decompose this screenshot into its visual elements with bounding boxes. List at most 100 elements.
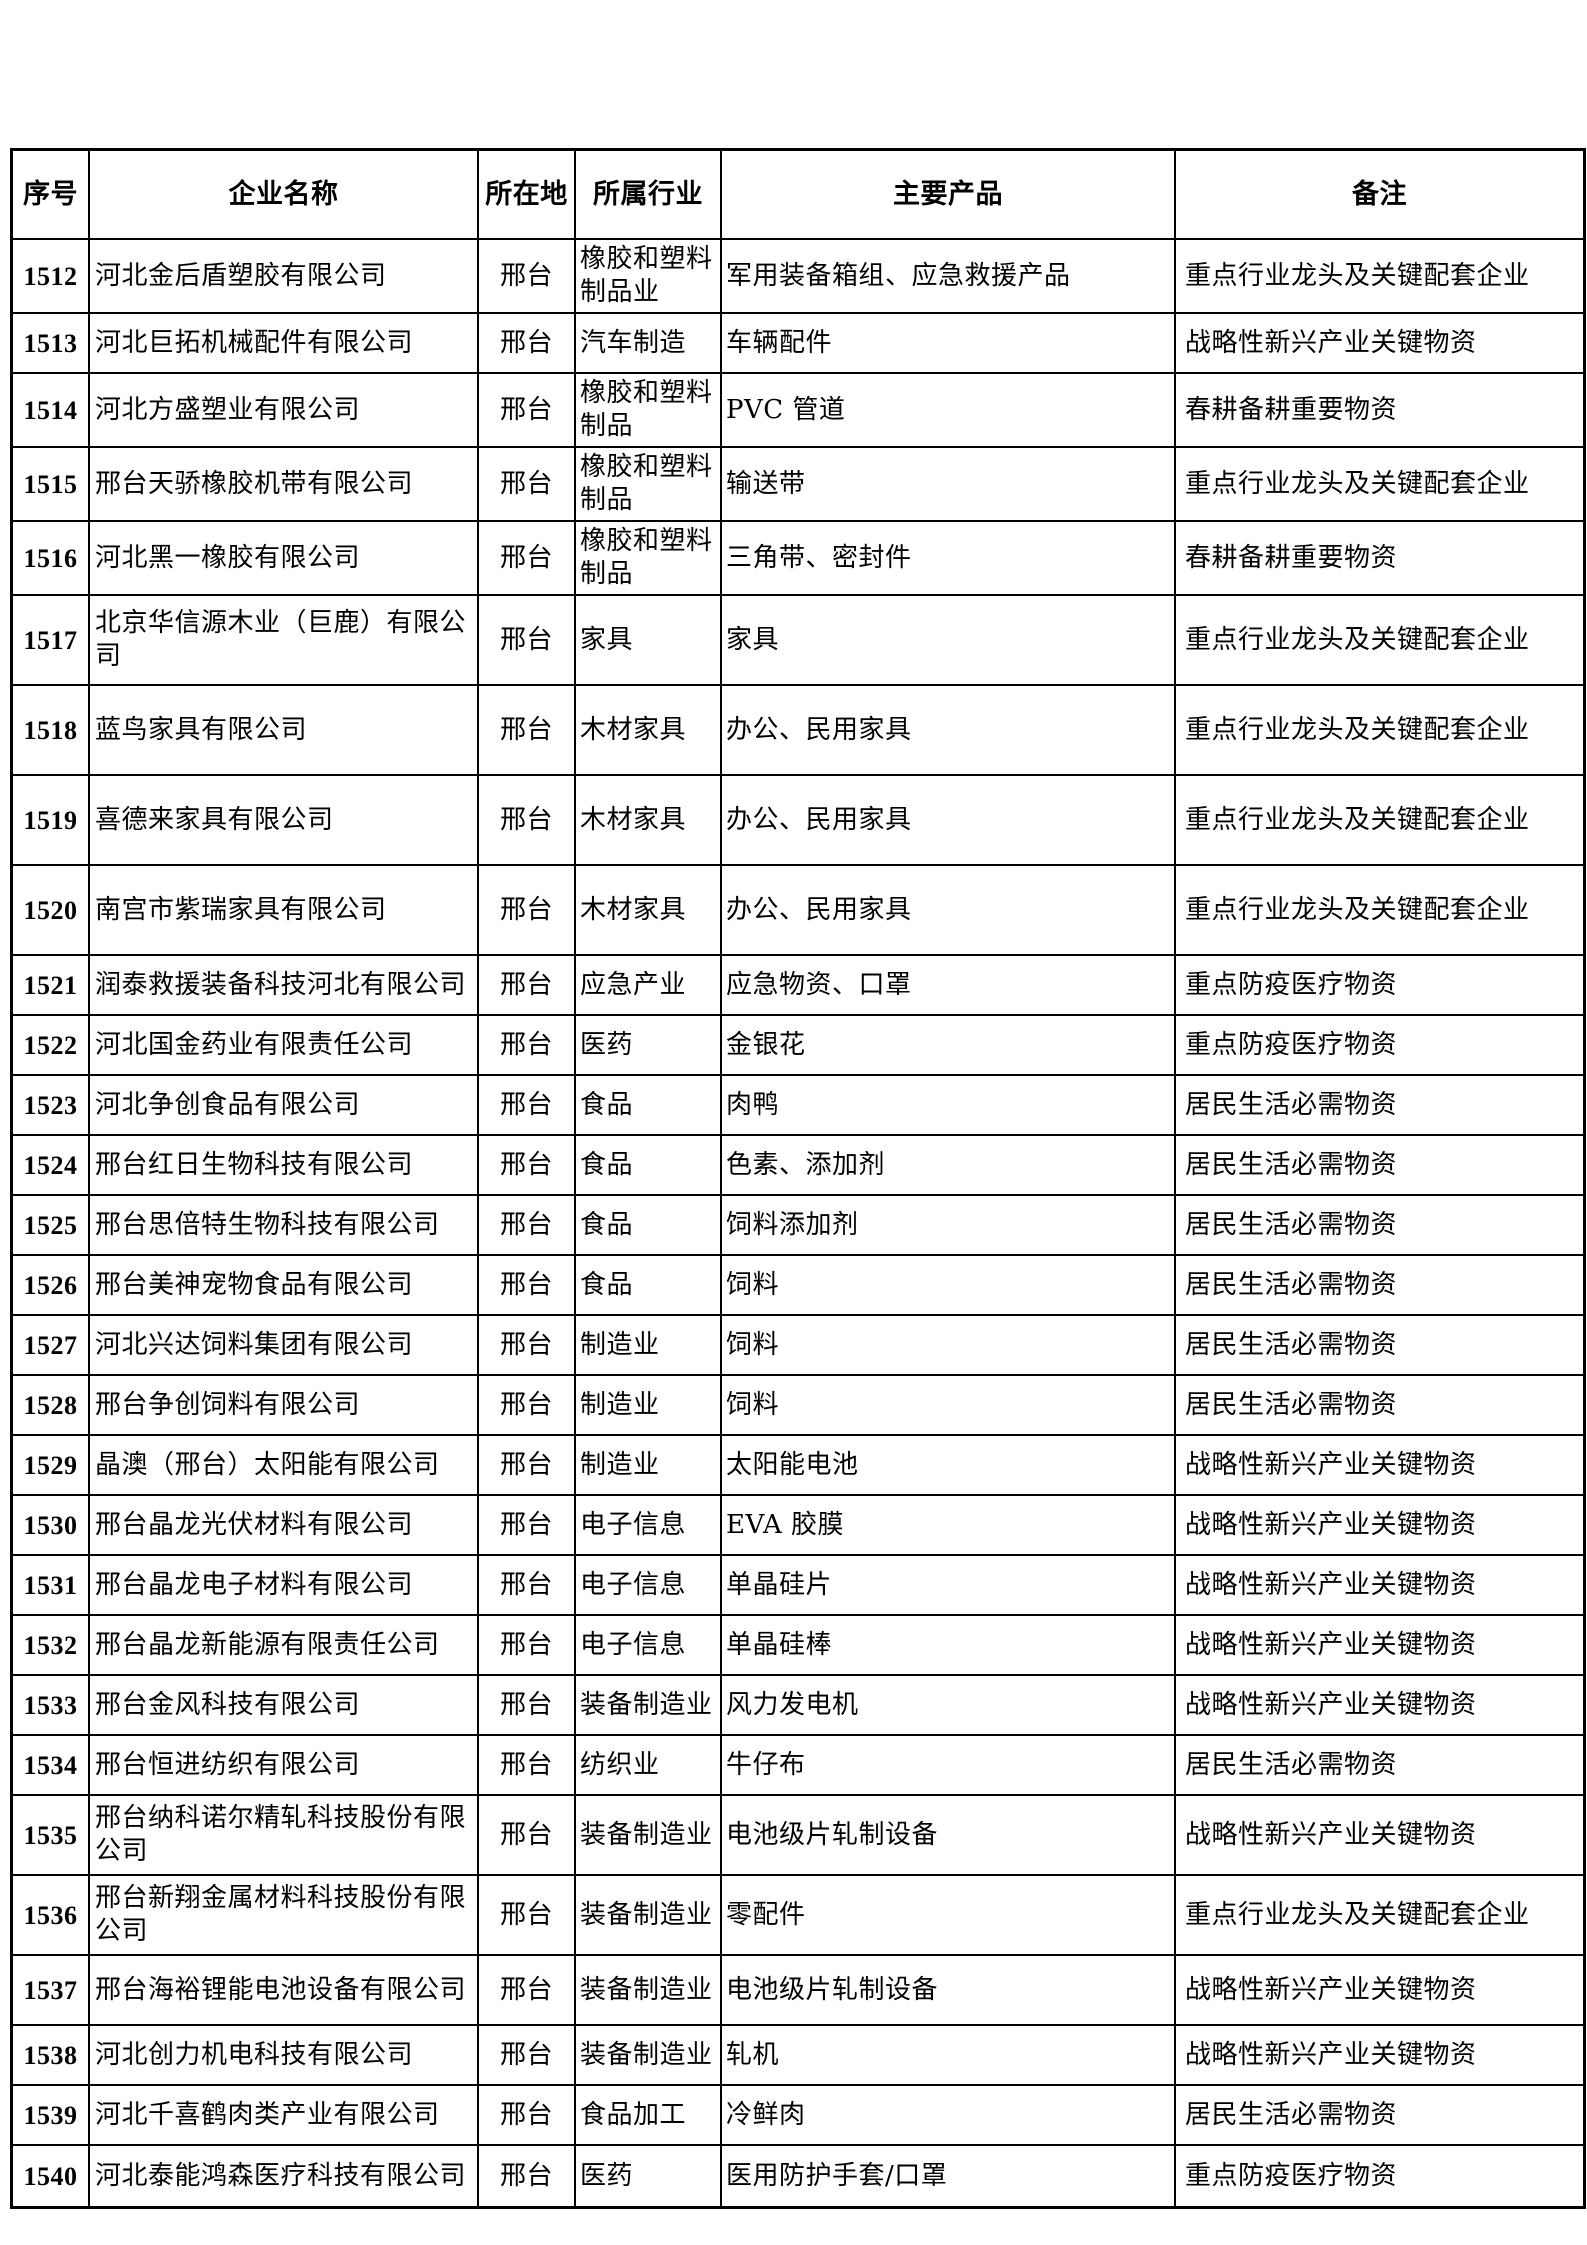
row-location-cell: 邢台 [479, 1736, 576, 1796]
row-company-cell: 南宫市紫瑞家具有限公司 [90, 866, 479, 956]
row-location-cell: 邢台 [479, 314, 576, 374]
row-seq-cell: 1540 [13, 2146, 90, 2206]
row-remark-cell: 战略性新兴产业关键物资 [1176, 1956, 1583, 2026]
row-remark-cell: 居民生活必需物资 [1176, 1316, 1583, 1376]
row-remark-cell: 重点行业龙头及关键配套企业 [1176, 776, 1583, 866]
row-remark-cell: 重点行业龙头及关键配套企业 [1176, 448, 1583, 522]
row-products-cell: 金银花 [722, 1016, 1176, 1076]
table-row: 1523 河北争创食品有限公司 邢台 食品 肉鸭 居民生活必需物资 [13, 1076, 1583, 1136]
row-company-cell: 河北国金药业有限责任公司 [90, 1016, 479, 1076]
row-company-cell: 邢台海裕锂能电池设备有限公司 [90, 1956, 479, 2026]
row-industry-cell: 食品加工 [576, 2086, 722, 2146]
table-row: 1539 河北千喜鹤肉类产业有限公司 邢台 食品加工 冷鲜肉 居民生活必需物资 [13, 2086, 1583, 2146]
row-location-cell: 邢台 [479, 596, 576, 686]
row-remark-cell: 居民生活必需物资 [1176, 1196, 1583, 1256]
table-row: 1529 晶澳（邢台）太阳能有限公司 邢台 制造业 太阳能电池 战略性新兴产业关键物资 [13, 1436, 1583, 1496]
row-company-cell: 邢台争创饲料有限公司 [90, 1376, 479, 1436]
row-industry-cell: 装备制造业 [576, 2026, 722, 2086]
row-seq-cell: 1515 [13, 448, 90, 522]
row-company-cell: 河北创力机电科技有限公司 [90, 2026, 479, 2086]
row-remark-cell: 居民生活必需物资 [1176, 1256, 1583, 1316]
row-industry-cell: 木材家具 [576, 866, 722, 956]
row-products-cell: 肉鸭 [722, 1076, 1176, 1136]
row-location-cell: 邢台 [479, 240, 576, 314]
row-location-cell: 邢台 [479, 1016, 576, 1076]
row-company-cell: 邢台新翔金属材料科技股份有限公司 [90, 1876, 479, 1956]
row-company-cell: 邢台晶龙电子材料有限公司 [90, 1556, 479, 1616]
row-industry-cell: 装备制造业 [576, 1876, 722, 1956]
row-location-cell: 邢台 [479, 1436, 576, 1496]
row-location-cell: 邢台 [479, 776, 576, 866]
row-seq-cell: 1528 [13, 1376, 90, 1436]
row-products-cell: 车辆配件 [722, 314, 1176, 374]
row-remark-cell: 战略性新兴产业关键物资 [1176, 1616, 1583, 1676]
row-products-cell: 军用装备箱组、应急救援产品 [722, 240, 1176, 314]
row-seq-cell: 1520 [13, 866, 90, 956]
row-industry-cell: 电子信息 [576, 1616, 722, 1676]
row-remark-cell: 重点行业龙头及关键配套企业 [1176, 1876, 1583, 1956]
row-seq-cell: 1523 [13, 1076, 90, 1136]
row-location-cell: 邢台 [479, 956, 576, 1016]
row-seq-cell: 1513 [13, 314, 90, 374]
row-company-cell: 邢台思倍特生物科技有限公司 [90, 1196, 479, 1256]
column-header-seq: 序号 [13, 151, 90, 240]
row-location-cell: 邢台 [479, 2146, 576, 2206]
row-seq-cell: 1524 [13, 1136, 90, 1196]
row-remark-cell: 战略性新兴产业关键物资 [1176, 2026, 1583, 2086]
row-industry-cell: 橡胶和塑料制品 [576, 448, 722, 522]
table-row: 1536 邢台新翔金属材料科技股份有限公司 邢台 装备制造业 零配件 重点行业龙头及关键配… [13, 1876, 1583, 1956]
row-products-cell: 太阳能电池 [722, 1436, 1176, 1496]
row-industry-cell: 装备制造业 [576, 1676, 722, 1736]
row-seq-cell: 1536 [13, 1876, 90, 1956]
row-industry-cell: 电子信息 [576, 1556, 722, 1616]
column-header-company: 企业名称 [90, 151, 479, 240]
row-location-cell: 邢台 [479, 1796, 576, 1876]
row-location-cell: 邢台 [479, 1316, 576, 1376]
enterprise-list-table: 序号 企业名称 所在地 所属行业 主要产品 备注 1512 河北金后盾塑胶有限公司… [10, 148, 1586, 2209]
row-company-cell: 邢台晶龙光伏材料有限公司 [90, 1496, 479, 1556]
row-remark-cell: 战略性新兴产业关键物资 [1176, 1496, 1583, 1556]
row-products-cell: 单晶硅片 [722, 1556, 1176, 1616]
row-location-cell: 邢台 [479, 1676, 576, 1736]
table-body: 1512 河北金后盾塑胶有限公司 邢台 橡胶和塑料制品业 军用装备箱组、应急救援产品 重点… [13, 240, 1583, 2206]
table-row: 1514 河北方盛塑业有限公司 邢台 橡胶和塑料制品 PVC 管道 春耕备耕重要物资 [13, 374, 1583, 448]
row-seq-cell: 1531 [13, 1556, 90, 1616]
row-products-cell: 电池级片轧制设备 [722, 1796, 1176, 1876]
row-location-cell: 邢台 [479, 686, 576, 776]
table-row: 1516 河北黑一橡胶有限公司 邢台 橡胶和塑料制品 三角带、密封件 春耕备耕重要物资 [13, 522, 1583, 596]
column-header-industry: 所属行业 [576, 151, 722, 240]
row-products-cell: 牛仔布 [722, 1736, 1176, 1796]
row-remark-cell: 战略性新兴产业关键物资 [1176, 314, 1583, 374]
row-remark-cell: 居民生活必需物资 [1176, 1076, 1583, 1136]
row-products-cell: 零配件 [722, 1876, 1176, 1956]
row-products-cell: 色素、添加剂 [722, 1136, 1176, 1196]
row-location-cell: 邢台 [479, 374, 576, 448]
row-seq-cell: 1530 [13, 1496, 90, 1556]
table-row: 1533 邢台金风科技有限公司 邢台 装备制造业 风力发电机 战略性新兴产业关键物资 [13, 1676, 1583, 1736]
row-company-cell: 河北巨拓机械配件有限公司 [90, 314, 479, 374]
table-row: 1537 邢台海裕锂能电池设备有限公司 邢台 装备制造业 电池级片轧制设备 战略性新兴产业… [13, 1956, 1583, 2026]
row-products-cell: 办公、民用家具 [722, 866, 1176, 956]
table-row: 1535 邢台纳科诺尔精轧科技股份有限公司 邢台 装备制造业 电池级片轧制设备 战略性新兴… [13, 1796, 1583, 1876]
column-header-products: 主要产品 [722, 151, 1176, 240]
row-industry-cell: 木材家具 [576, 686, 722, 776]
table-row: 1526 邢台美神宠物食品有限公司 邢台 食品 饲料 居民生活必需物资 [13, 1256, 1583, 1316]
row-industry-cell: 食品 [576, 1256, 722, 1316]
row-industry-cell: 橡胶和塑料制品业 [576, 240, 722, 314]
row-remark-cell: 重点防疫医疗物资 [1176, 1016, 1583, 1076]
row-industry-cell: 纺织业 [576, 1736, 722, 1796]
row-seq-cell: 1535 [13, 1796, 90, 1876]
row-remark-cell: 春耕备耕重要物资 [1176, 522, 1583, 596]
row-location-cell: 邢台 [479, 2026, 576, 2086]
row-company-cell: 喜德来家具有限公司 [90, 776, 479, 866]
row-seq-cell: 1533 [13, 1676, 90, 1736]
row-location-cell: 邢台 [479, 1496, 576, 1556]
row-company-cell: 河北泰能鸿森医疗科技有限公司 [90, 2146, 479, 2206]
row-remark-cell: 居民生活必需物资 [1176, 1136, 1583, 1196]
row-seq-cell: 1537 [13, 1956, 90, 2026]
row-industry-cell: 装备制造业 [576, 1956, 722, 2026]
row-seq-cell: 1538 [13, 2026, 90, 2086]
table-row: 1524 邢台红日生物科技有限公司 邢台 食品 色素、添加剂 居民生活必需物资 [13, 1136, 1583, 1196]
row-seq-cell: 1526 [13, 1256, 90, 1316]
row-company-cell: 晶澳（邢台）太阳能有限公司 [90, 1436, 479, 1496]
